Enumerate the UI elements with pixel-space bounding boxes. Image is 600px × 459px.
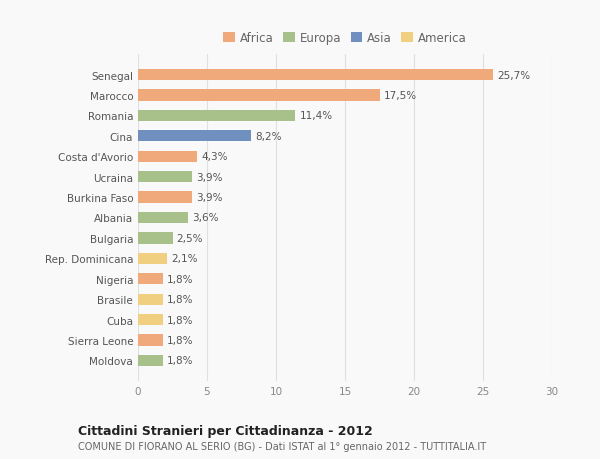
Bar bbox=[138, 335, 163, 346]
Text: COMUNE DI FIORANO AL SERIO (BG) - Dati ISTAT al 1° gennaio 2012 - TUTTITALIA.IT: COMUNE DI FIORANO AL SERIO (BG) - Dati I… bbox=[78, 441, 486, 451]
Text: 8,2%: 8,2% bbox=[256, 132, 282, 141]
Text: 1,8%: 1,8% bbox=[167, 295, 193, 304]
Bar bbox=[138, 213, 188, 224]
Bar bbox=[138, 253, 167, 264]
Text: 2,5%: 2,5% bbox=[176, 233, 203, 243]
Text: 3,6%: 3,6% bbox=[192, 213, 218, 223]
Bar bbox=[138, 90, 380, 101]
Text: 3,9%: 3,9% bbox=[196, 172, 223, 182]
Bar bbox=[138, 294, 163, 305]
Bar bbox=[138, 355, 163, 366]
Text: 1,8%: 1,8% bbox=[167, 274, 193, 284]
Bar bbox=[138, 172, 192, 183]
Text: 3,9%: 3,9% bbox=[196, 193, 223, 203]
Bar bbox=[138, 192, 192, 203]
Bar bbox=[138, 274, 163, 285]
Legend: Africa, Europa, Asia, America: Africa, Europa, Asia, America bbox=[220, 28, 470, 48]
Text: 1,8%: 1,8% bbox=[167, 335, 193, 345]
Text: 2,1%: 2,1% bbox=[171, 254, 197, 264]
Text: 17,5%: 17,5% bbox=[383, 91, 417, 101]
Text: 4,3%: 4,3% bbox=[202, 152, 228, 162]
Bar bbox=[138, 233, 173, 244]
Text: Cittadini Stranieri per Cittadinanza - 2012: Cittadini Stranieri per Cittadinanza - 2… bbox=[78, 424, 373, 437]
Bar bbox=[138, 131, 251, 142]
Bar bbox=[138, 151, 197, 162]
Text: 1,8%: 1,8% bbox=[167, 356, 193, 365]
Bar bbox=[138, 111, 295, 122]
Text: 11,4%: 11,4% bbox=[299, 111, 332, 121]
Text: 1,8%: 1,8% bbox=[167, 315, 193, 325]
Bar bbox=[138, 70, 493, 81]
Text: 25,7%: 25,7% bbox=[497, 71, 530, 80]
Bar bbox=[138, 314, 163, 325]
